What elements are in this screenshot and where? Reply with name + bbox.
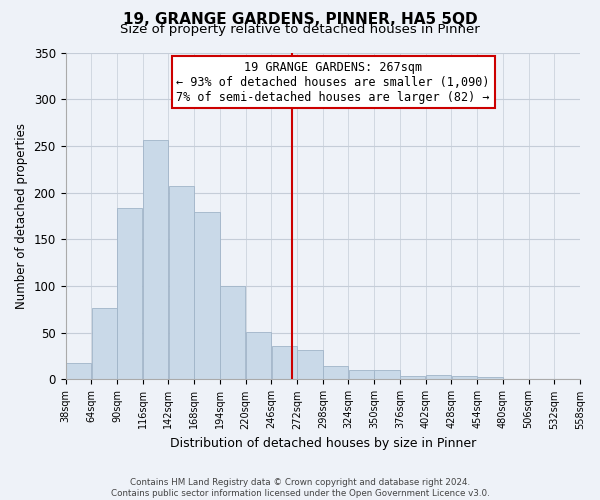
Bar	[143, 140, 168, 380]
Bar	[297, 350, 323, 380]
Bar	[117, 208, 142, 380]
Bar	[426, 375, 451, 380]
Bar	[194, 212, 220, 380]
Bar	[323, 366, 348, 380]
Text: 19, GRANGE GARDENS, PINNER, HA5 5QD: 19, GRANGE GARDENS, PINNER, HA5 5QD	[122, 12, 478, 28]
Bar	[169, 186, 194, 380]
Bar	[349, 370, 374, 380]
Bar	[503, 378, 528, 380]
Bar	[452, 376, 477, 380]
Bar	[66, 362, 91, 380]
Bar	[220, 286, 245, 380]
Text: Size of property relative to detached houses in Pinner: Size of property relative to detached ho…	[120, 22, 480, 36]
Y-axis label: Number of detached properties: Number of detached properties	[15, 123, 28, 309]
Bar	[554, 378, 580, 380]
Bar	[478, 376, 503, 380]
Bar	[400, 376, 425, 380]
Bar	[374, 370, 400, 380]
Bar	[246, 332, 271, 380]
Text: 19 GRANGE GARDENS: 267sqm
← 93% of detached houses are smaller (1,090)
7% of sem: 19 GRANGE GARDENS: 267sqm ← 93% of detac…	[176, 60, 490, 104]
Text: Contains HM Land Registry data © Crown copyright and database right 2024.
Contai: Contains HM Land Registry data © Crown c…	[110, 478, 490, 498]
X-axis label: Distribution of detached houses by size in Pinner: Distribution of detached houses by size …	[170, 437, 476, 450]
Bar	[272, 346, 297, 380]
Bar	[92, 308, 117, 380]
